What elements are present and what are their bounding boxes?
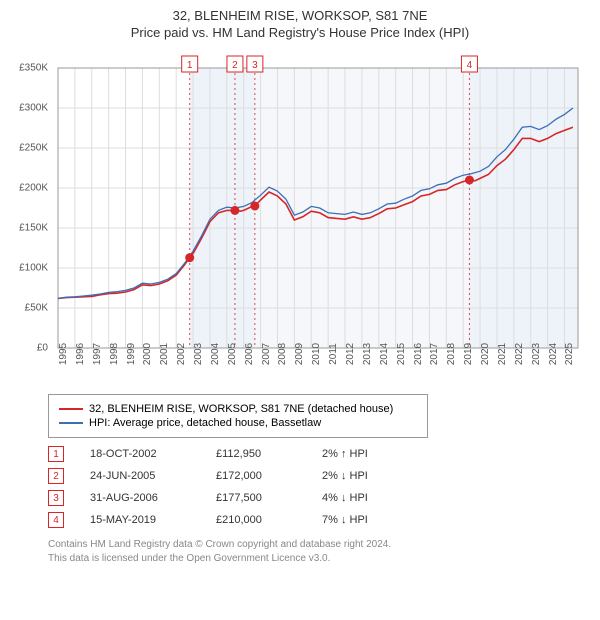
transaction-pct: 2% ↑ HPI — [322, 448, 422, 460]
xtick-label: 2011 — [328, 343, 339, 365]
xtick-label: 2025 — [564, 343, 575, 365]
xtick-label: 2019 — [463, 343, 474, 365]
title-address: 32, BLENHEIM RISE, WORKSOP, S81 7NE — [12, 8, 588, 23]
xtick-label: 2008 — [277, 343, 288, 365]
title-block: 32, BLENHEIM RISE, WORKSOP, S81 7NE Pric… — [12, 8, 588, 40]
xtick-label: 2014 — [379, 343, 390, 365]
transaction-row: 2 24-JUN-2005 £172,000 2% ↓ HPI — [48, 468, 588, 484]
transaction-price: £112,950 — [216, 448, 296, 460]
transaction-date: 15-MAY-2019 — [90, 514, 190, 526]
transaction-marker: 4 — [48, 512, 64, 528]
xtick-label: 2004 — [210, 343, 221, 365]
ytick-label: £100K — [19, 263, 48, 274]
footer-line1: Contains HM Land Registry data © Crown c… — [48, 538, 588, 552]
xtick-label: 2012 — [345, 343, 356, 365]
transaction-table: 1 18-OCT-2002 £112,950 2% ↑ HPI 2 24-JUN-2005… — [48, 446, 588, 528]
transaction-row: 1 18-OCT-2002 £112,950 2% ↑ HPI — [48, 446, 588, 462]
footer-attribution: Contains HM Land Registry data © Crown c… — [48, 538, 588, 566]
svg-text:2: 2 — [232, 60, 238, 71]
xtick-label: 2003 — [193, 343, 204, 365]
xtick-label: 1999 — [126, 343, 137, 365]
legend-swatch — [59, 422, 83, 424]
footer-line2: This data is licensed under the Open Gov… — [48, 552, 588, 566]
legend-label: 32, BLENHEIM RISE, WORKSOP, S81 7NE (det… — [89, 403, 393, 415]
transaction-price: £210,000 — [216, 514, 296, 526]
transaction-marker: 3 — [48, 490, 64, 506]
xtick-label: 2022 — [514, 343, 525, 365]
xtick-label: 2020 — [480, 343, 491, 365]
xtick-label: 1996 — [75, 343, 86, 365]
xtick-label: 2001 — [159, 343, 170, 365]
legend-item: 32, BLENHEIM RISE, WORKSOP, S81 7NE (det… — [59, 403, 417, 415]
transaction-date: 18-OCT-2002 — [90, 448, 190, 460]
xtick-label: 2018 — [446, 343, 457, 365]
xtick-label: 2000 — [142, 343, 153, 365]
transaction-price: £172,000 — [216, 470, 296, 482]
xtick-label: 2015 — [396, 343, 407, 365]
xtick-label: 1998 — [109, 343, 120, 365]
transaction-row: 3 31-AUG-2006 £177,500 4% ↓ HPI — [48, 490, 588, 506]
title-subtitle: Price paid vs. HM Land Registry's House … — [12, 25, 588, 40]
xtick-label: 2005 — [227, 343, 238, 365]
transaction-date: 24-JUN-2005 — [90, 470, 190, 482]
chart-svg: 1 2 3 4 — [12, 48, 588, 388]
xtick-label: 2024 — [548, 343, 559, 365]
svg-text:1: 1 — [187, 60, 193, 71]
legend-swatch — [59, 408, 83, 410]
xtick-label: 2017 — [429, 343, 440, 365]
ytick-label: £150K — [19, 223, 48, 234]
xtick-label: 2009 — [294, 343, 305, 365]
transaction-pct: 4% ↓ HPI — [322, 492, 422, 504]
transaction-row: 4 15-MAY-2019 £210,000 7% ↓ HPI — [48, 512, 588, 528]
transaction-marker: 1 — [48, 446, 64, 462]
ytick-label: £50K — [25, 303, 48, 314]
ytick-label: £300K — [19, 103, 48, 114]
xtick-label: 2002 — [176, 343, 187, 365]
xtick-label: 2021 — [497, 343, 508, 365]
ytick-label: £350K — [19, 63, 48, 74]
xtick-label: 2016 — [413, 343, 424, 365]
transaction-marker: 2 — [48, 468, 64, 484]
legend-item: HPI: Average price, detached house, Bass… — [59, 417, 417, 429]
price-chart: 1 2 3 4 £0 £50K £100K £150K £200K £250K £300K £350… — [12, 48, 588, 388]
legend: 32, BLENHEIM RISE, WORKSOP, S81 7NE (det… — [48, 394, 428, 438]
xtick-label: 1995 — [58, 343, 69, 365]
transaction-date: 31-AUG-2006 — [90, 492, 190, 504]
xtick-label: 2013 — [362, 343, 373, 365]
legend-label: HPI: Average price, detached house, Bass… — [89, 417, 321, 429]
xtick-label: 1997 — [92, 343, 103, 365]
ytick-label: £200K — [19, 183, 48, 194]
transaction-price: £177,500 — [216, 492, 296, 504]
ytick-label: £250K — [19, 143, 48, 154]
svg-text:4: 4 — [467, 60, 473, 71]
ytick-label: £0 — [37, 343, 48, 354]
xtick-label: 2007 — [261, 343, 272, 365]
svg-text:3: 3 — [252, 60, 258, 71]
xtick-label: 2010 — [311, 343, 322, 365]
xtick-label: 2006 — [244, 343, 255, 365]
xtick-label: 2023 — [531, 343, 542, 365]
transaction-pct: 7% ↓ HPI — [322, 514, 422, 526]
transaction-pct: 2% ↓ HPI — [322, 470, 422, 482]
